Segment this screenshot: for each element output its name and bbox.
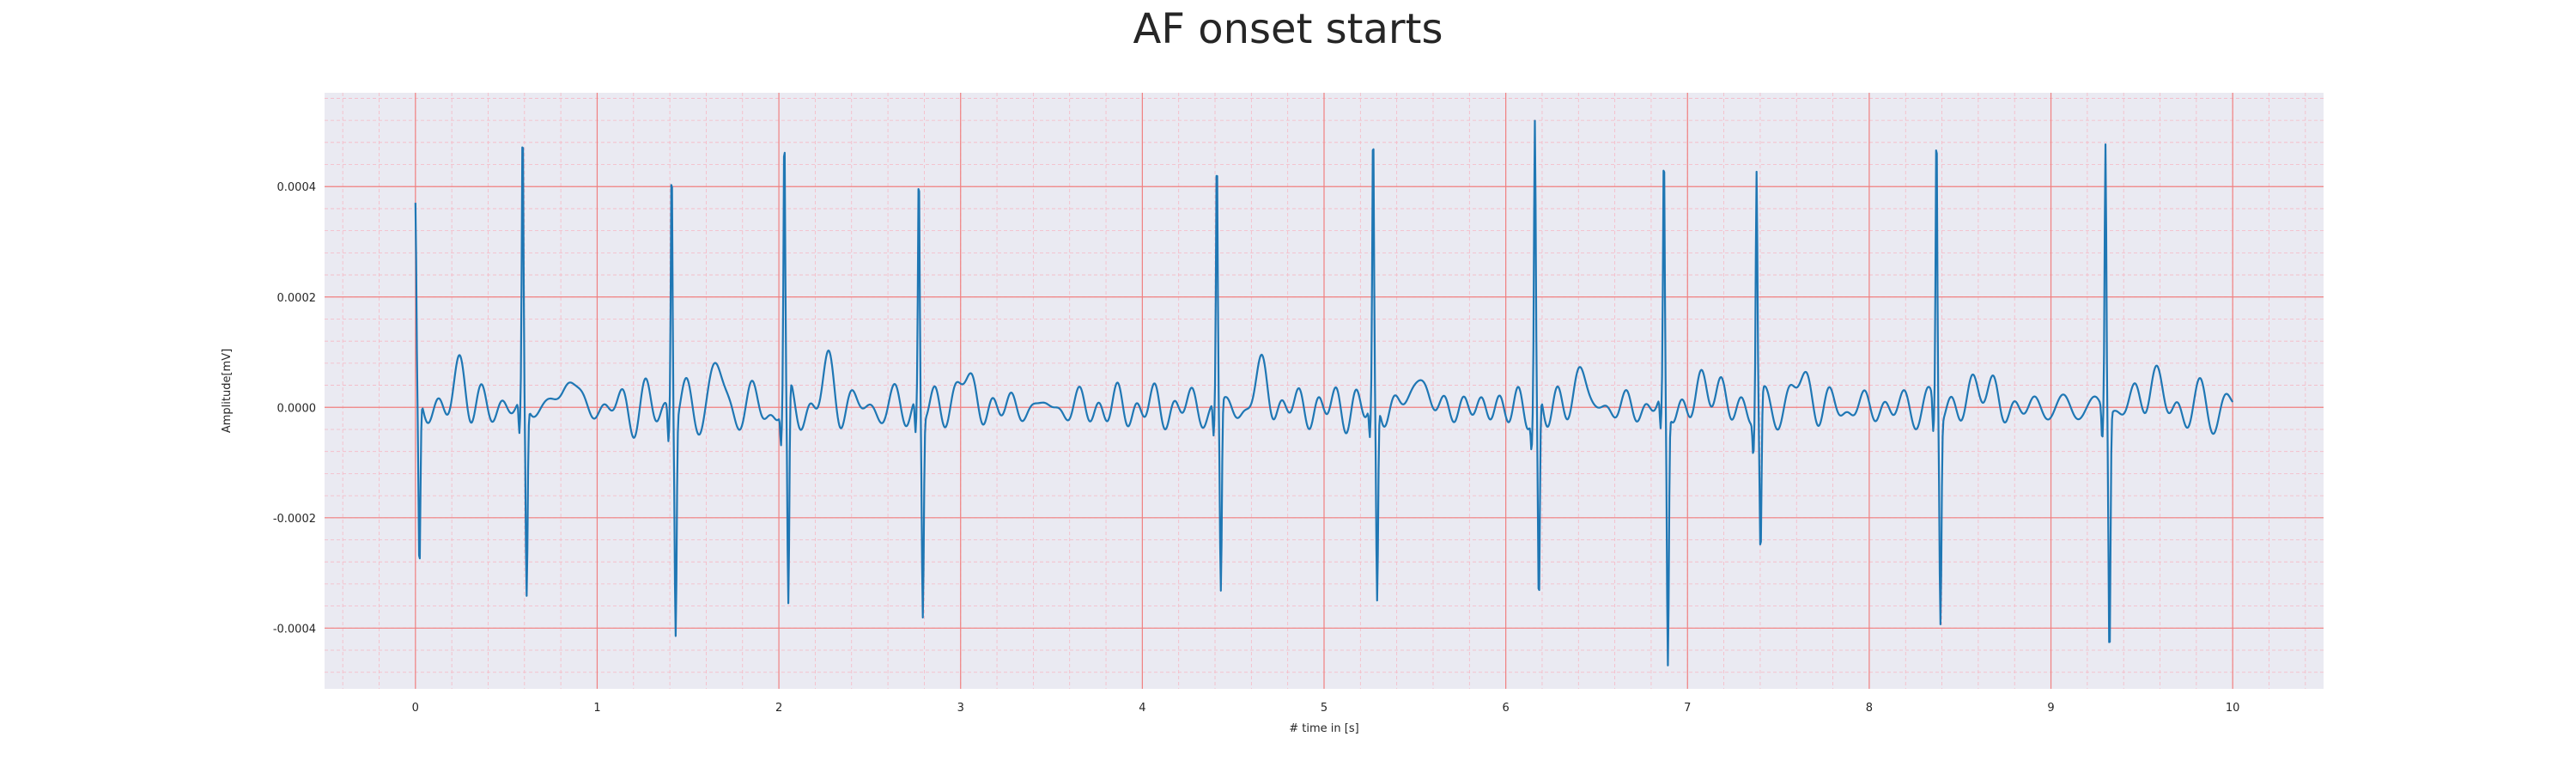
x-tick-label: 7	[1684, 702, 1691, 715]
y-axis-label: Amplitude[mV]	[221, 349, 234, 433]
x-tick-label: 1	[593, 702, 600, 715]
y-tick-label: -0.0002	[273, 513, 316, 526]
x-tick-label: 9	[2047, 702, 2054, 715]
x-tick-label: 3	[957, 702, 964, 715]
y-tick-labels: -0.0004 -0.0002 0.0000 0.0002 0.0004	[273, 181, 316, 636]
x-tick-labels: 0 1 2 3 4 5 6 7 8 9 10	[412, 702, 2240, 715]
x-tick-label: 2	[775, 702, 782, 715]
x-axis-label: # time in [s]	[1289, 722, 1358, 735]
x-tick-label: 0	[412, 702, 419, 715]
x-tick-label: 5	[1321, 702, 1327, 715]
y-tick-label: -0.0004	[273, 623, 316, 636]
chart-title: AF onset starts	[1133, 5, 1443, 53]
y-tick-label: 0.0000	[277, 402, 317, 415]
ecg-signal-line	[414, 119, 2234, 666]
x-tick-label: 10	[2226, 702, 2240, 715]
y-tick-label: 0.0002	[277, 292, 317, 305]
y-tick-label: 0.0004	[277, 181, 317, 194]
x-tick-label: 8	[1866, 702, 1873, 715]
x-tick-label: 4	[1139, 702, 1145, 715]
x-tick-label: 6	[1502, 702, 1509, 715]
